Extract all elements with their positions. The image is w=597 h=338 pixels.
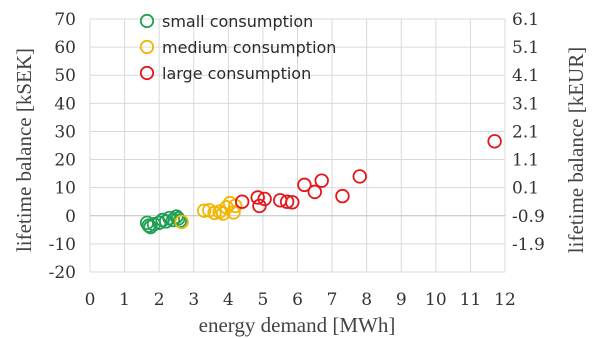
legend-marker-large: [139, 65, 155, 81]
x-tick-label: 6: [292, 290, 303, 310]
x-tick-label: 1: [119, 290, 130, 310]
data-point: [314, 173, 329, 188]
series-2: [174, 195, 243, 230]
data-point: [335, 188, 350, 204]
secondary-y-axis-ticks: -1.9 -0.9 0.1 1.1 2.1 3.1 4.1 5.1 6.1: [512, 10, 545, 255]
y2-tick-label: -0.9: [512, 207, 545, 227]
data-point: [170, 211, 186, 226]
data-point: [196, 203, 212, 218]
legend-item-small: small consumption: [139, 12, 313, 31]
y-tick-label: -10: [49, 235, 76, 255]
x-tick-label: 11: [460, 290, 482, 310]
data-point: [257, 191, 272, 207]
y-tick-label: 0: [65, 207, 76, 227]
y-tick-label: 40: [54, 94, 76, 114]
x-axis-title: energy demand [MWh]: [199, 313, 396, 337]
series-1: [139, 209, 188, 235]
x-axis-ticks: 0 1 2 3 4 5 6 7 8 9 10 11 12: [85, 290, 516, 310]
legend-marker-small: [139, 13, 155, 29]
data-point: [234, 194, 250, 209]
data-point: [307, 184, 322, 200]
y-tick-label: -20: [49, 263, 76, 283]
data-point: [285, 195, 300, 210]
y2-tick-label: 3.1: [512, 94, 539, 114]
grid: [89, 18, 506, 273]
series-3: [234, 134, 502, 214]
data-points: [139, 134, 502, 235]
y-tick-label: 30: [54, 122, 76, 142]
y2-tick-label: 4.1: [512, 66, 539, 86]
legend-label-medium: medium consumption: [162, 38, 336, 57]
x-tick-label: 7: [327, 290, 338, 310]
y-tick-label: 20: [54, 151, 76, 171]
y2-tick-label: 5.1: [512, 38, 539, 58]
data-point: [226, 205, 241, 220]
y-tick-label: 70: [54, 10, 76, 30]
y2-tick-label: 0.1: [512, 179, 539, 199]
legend-label-small: small consumption: [162, 12, 313, 31]
data-point: [250, 190, 265, 205]
legend-item-medium: medium consumption: [139, 38, 336, 57]
y2-tick-label: 1.1: [512, 151, 539, 171]
y-tick-label: 60: [54, 38, 76, 58]
y2-tick-label: 2.1: [512, 122, 539, 142]
y-axis-title: lifetime balance [kSEK]: [12, 48, 36, 252]
x-tick-label: 0: [85, 290, 96, 310]
y-tick-label: 50: [54, 66, 76, 86]
x-tick-label: 8: [361, 290, 372, 310]
data-point: [487, 134, 502, 149]
data-point: [228, 198, 243, 214]
y-tick-label: 10: [54, 179, 76, 199]
legend-item-large: large consumption: [139, 64, 311, 83]
data-point: [352, 169, 367, 184]
x-tick-label: 5: [258, 290, 269, 310]
legend-label-large: large consumption: [162, 64, 311, 83]
y2-tick-label: -1.9: [512, 235, 545, 255]
y2-axis-title: lifetime balance [kEUR]: [564, 47, 588, 253]
legend: small consumption medium consumption lar…: [139, 12, 336, 83]
data-point: [297, 177, 312, 193]
x-tick-label: 4: [223, 290, 234, 310]
x-tick-label: 12: [494, 290, 516, 310]
data-point: [143, 219, 158, 235]
x-tick-label: 3: [188, 290, 199, 310]
x-tick-label: 10: [425, 290, 447, 310]
y2-tick-label: 6.1: [512, 10, 539, 30]
data-point: [279, 194, 295, 209]
data-point: [174, 214, 189, 230]
y-axis-ticks: -20 -10 0 10 20 30 40 50 60 70: [49, 10, 76, 283]
x-tick-label: 9: [396, 290, 407, 310]
x-tick-label: 2: [154, 290, 165, 310]
legend-marker-medium: [139, 39, 155, 55]
